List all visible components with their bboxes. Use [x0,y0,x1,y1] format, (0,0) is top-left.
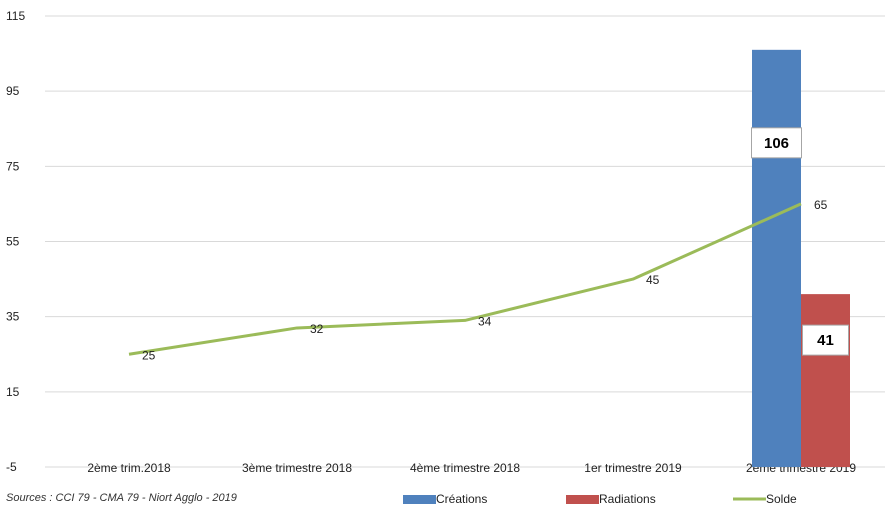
legend-swatch [566,495,599,504]
line-data-label: 45 [646,273,660,287]
legend-label: Radiations [599,492,656,506]
y-tick-label: 15 [6,385,20,399]
bar-data-label: 41 [817,332,834,349]
legend-label: Créations [436,492,487,506]
x-tick-label: 4ème trimestre 2018 [410,461,520,475]
legend-swatch [403,495,436,504]
line-solde [128,202,802,356]
y-tick-label: 95 [6,84,20,98]
legend-label: Solde [766,492,797,506]
line-data-label: 65 [814,198,828,212]
y-tick-label: 75 [6,159,20,173]
data-label-box [751,127,802,159]
bar-créations [752,49,801,467]
y-tick-label: -5 [6,460,17,474]
x-tick-label: 1er trimestre 2019 [584,461,682,475]
y-tick-label: 35 [6,310,20,324]
x-tick-label: 3ème trimestre 2018 [242,461,352,475]
line-data-label: 34 [478,314,492,328]
bar-data-label: 106 [764,135,789,152]
line-data-label: 32 [310,322,324,336]
data-label-box [802,324,849,356]
source-note: Sources : CCI 79 - CMA 79 - Niort Agglo … [6,492,237,504]
y-tick-label: 55 [6,235,20,249]
y-tick-label: 115 [6,9,25,23]
x-tick-label: 2ème trim.2018 [87,461,171,475]
bar-radiations [801,294,850,467]
line-data-label: 25 [142,348,156,362]
